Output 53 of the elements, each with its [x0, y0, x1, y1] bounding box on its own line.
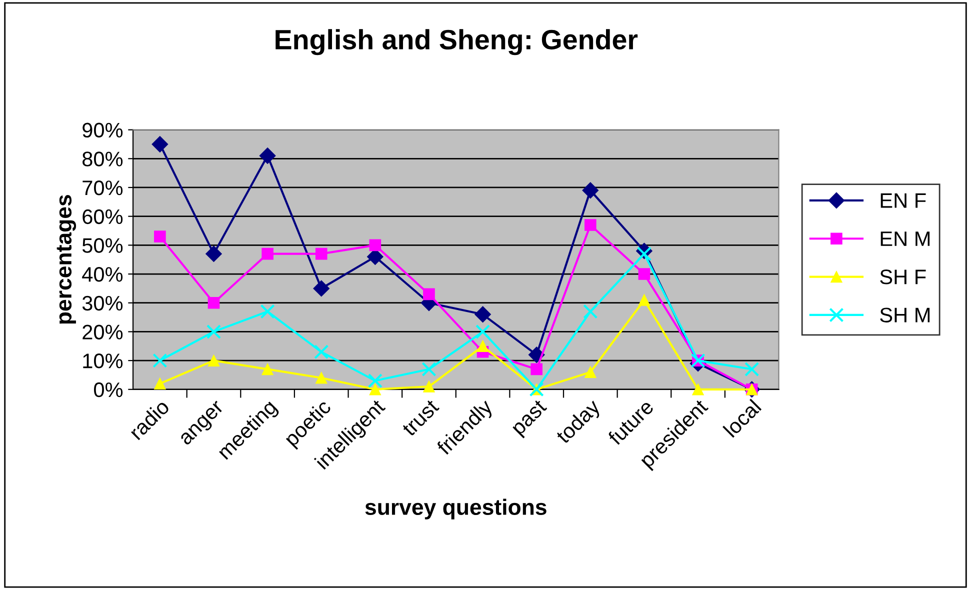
point: [154, 378, 166, 390]
y-tick-label: 40%: [82, 267, 123, 282]
y-axis-title: percentages: [56, 195, 76, 324]
point: [369, 239, 382, 252]
point: [152, 136, 168, 152]
point: [315, 248, 328, 260]
legend-label: EN M: [880, 232, 930, 246]
point: [206, 246, 222, 262]
point: [474, 306, 491, 323]
point: [260, 304, 275, 319]
y-tick-label: 90%: [82, 122, 123, 138]
y-tick-label: 10%: [83, 354, 123, 368]
point: [152, 353, 168, 368]
point: [744, 362, 760, 377]
point: [582, 182, 599, 199]
x-axis-title: survey questions: [365, 498, 546, 520]
y-tick-label: 80%: [82, 152, 123, 166]
y-tick-label: 20%: [82, 324, 123, 340]
point: [313, 280, 330, 297]
point: [262, 363, 274, 376]
point: [692, 383, 704, 396]
point: [584, 366, 596, 378]
point: [583, 304, 598, 319]
point: [368, 373, 382, 388]
point: [314, 344, 329, 360]
y-tick-label: 30%: [82, 296, 123, 311]
y-tick-label: 0%: [94, 382, 123, 398]
point: [530, 363, 543, 376]
legend-label: SH F: [880, 270, 926, 284]
point: [206, 324, 222, 340]
chart-title: English and Sheng: Gender: [276, 29, 638, 56]
point: [423, 380, 435, 392]
point: [636, 246, 652, 262]
point: [259, 148, 276, 164]
point: [154, 230, 166, 242]
point: [315, 372, 328, 384]
point: [638, 268, 650, 280]
point: [262, 248, 274, 260]
point: [422, 362, 436, 377]
point: [208, 354, 220, 366]
y-tick-label: 70%: [82, 180, 123, 196]
point: [476, 340, 489, 352]
y-tick-label: 50%: [82, 238, 123, 253]
point: [638, 294, 650, 306]
y-tick-label: 60%: [82, 209, 123, 224]
legend-label: EN F: [880, 193, 926, 208]
point: [369, 383, 382, 396]
x-tick-label: trust: [402, 398, 440, 437]
legend-label: SH M: [880, 308, 930, 322]
point: [584, 219, 596, 231]
point: [475, 324, 490, 340]
point: [208, 296, 220, 309]
point: [423, 288, 435, 300]
